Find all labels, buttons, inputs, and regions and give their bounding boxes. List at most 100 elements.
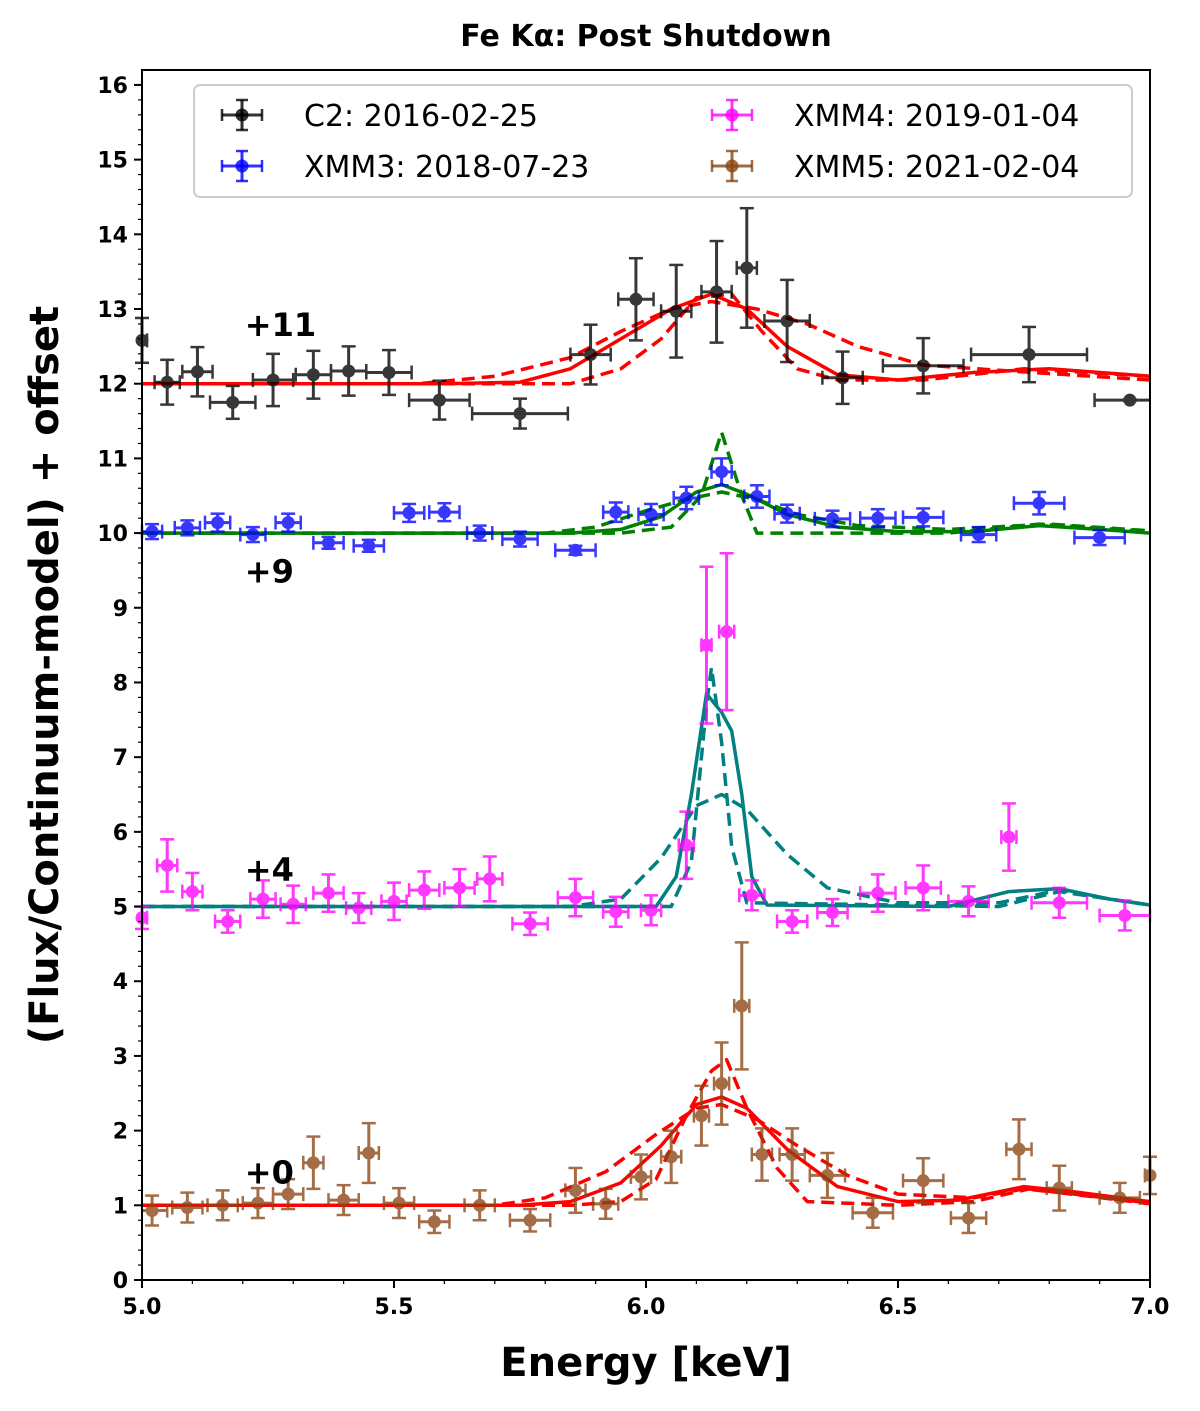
data-point-xmm4-2019-01-04 (1030, 886, 1089, 919)
marker (644, 507, 658, 521)
data-point-xmm3-2018-07-23 (173, 519, 202, 537)
marker (417, 883, 431, 897)
offset-label: +11 (245, 306, 316, 344)
data-point-xmm3-2018-07-23 (140, 522, 164, 541)
marker (160, 858, 174, 872)
fit-solid-xmm5-2021-02-04 (142, 1095, 1151, 1208)
data-point-c2-2016-02-25 (659, 263, 693, 359)
data-point-c2-2016-02-25 (700, 239, 733, 344)
marker (180, 1201, 194, 1215)
fit-solid-xmm3-2018-07-23 (142, 482, 1151, 535)
legend-entry-xmm4-2019-01-04: XMM4: 2019-01-04 (710, 98, 1079, 134)
data-point-xmm4-2019-01-04 (249, 879, 277, 919)
data-point-xmm3-2018-07-23 (672, 485, 701, 511)
model-fits (142, 292, 1151, 1208)
data-point-xmm3-2018-07-23 (710, 457, 733, 487)
data-point-xmm4-2019-01-04 (181, 871, 204, 912)
marker (453, 881, 467, 895)
data-point-xmm3-2018-07-23 (392, 502, 426, 524)
marker (750, 489, 764, 503)
marker (916, 1174, 930, 1188)
marker (362, 1146, 376, 1160)
data-point-xmm4-2019-01-04 (511, 911, 549, 937)
data-point-xmm4-2019-01-04 (344, 891, 373, 925)
data-point-xmm5-2021-02-04 (629, 1153, 653, 1201)
x-tick-label: 7.0 (1131, 1295, 1170, 1320)
marker (1052, 1181, 1066, 1195)
marker (402, 506, 416, 520)
data-point-xmm3-2018-07-23 (203, 512, 232, 533)
fit-dashed-xmm4-2019-01-04 (142, 665, 1151, 909)
marker (256, 892, 270, 906)
data-point-c2-2016-02-25 (407, 379, 471, 421)
data-point-c2-2016-02-25 (251, 352, 295, 408)
data-point-xmm4-2019-01-04 (312, 873, 345, 914)
marker (281, 516, 295, 530)
x-tick-label: 5.5 (375, 1295, 414, 1320)
marker (513, 532, 527, 546)
marker (523, 1213, 537, 1227)
data-point-xmm4-2019-01-04 (904, 864, 943, 912)
marker (211, 516, 225, 530)
y-tick-label: 11 (97, 447, 128, 472)
data-point-xmm4-2019-01-04 (677, 810, 696, 881)
marker (735, 999, 749, 1013)
marker (871, 511, 885, 525)
marker (780, 507, 794, 521)
series-xmm3-2018-07-23 (140, 457, 1127, 558)
marker (629, 292, 643, 306)
legend-label: C2: 2016-02-25 (304, 99, 538, 134)
data-point-xmm4-2019-01-04 (1000, 802, 1018, 872)
marker (306, 368, 320, 382)
data-point-xmm5-2021-02-04 (1098, 1181, 1142, 1215)
y-tick-label: 3 (113, 1045, 128, 1070)
marker (715, 465, 729, 479)
fit-dashed-xmm3-2018-07-23 (142, 490, 1151, 535)
data-point-c2-2016-02-25 (294, 349, 333, 400)
marker (710, 285, 724, 299)
legend-entry-xmm3-2018-07-23: XMM3: 2018-07-23 (220, 149, 589, 185)
data-point-xmm3-2018-07-23 (312, 535, 345, 551)
data-point-xmm5-2021-02-04 (712, 1041, 731, 1126)
marker (916, 881, 930, 895)
data-point-xmm5-2021-02-04 (327, 1183, 360, 1217)
data-point-xmm5-2021-02-04 (564, 1166, 587, 1215)
offset-label: +9 (245, 552, 294, 590)
fit-dashed-xmm4-2019-01-04 (142, 792, 1151, 909)
fit-dashed-xmm5-2021-02-04 (142, 1057, 1151, 1208)
data-point-c2-2016-02-25 (208, 384, 257, 421)
marker (160, 375, 174, 389)
marker (382, 366, 396, 379)
marker (427, 1215, 441, 1229)
marker (1032, 496, 1046, 510)
data-point-xmm5-2021-02-04 (142, 1194, 169, 1227)
data-point-xmm4-2019-01-04 (816, 897, 849, 928)
marker (306, 1156, 320, 1170)
data-point-xmm3-2018-07-23 (813, 509, 852, 529)
data-point-c2-2016-02-25 (763, 278, 812, 364)
y-tick-label: 5 (113, 896, 128, 921)
marker (694, 1109, 708, 1123)
marker (1113, 1191, 1127, 1205)
y-tick-label: 8 (113, 671, 128, 696)
data-point-c2-2016-02-25 (881, 336, 965, 395)
marker (679, 491, 693, 505)
series-c2-2016-02-25 (135, 206, 1150, 430)
data-point-xmm4-2019-01-04 (717, 552, 736, 712)
data-point-xmm4-2019-01-04 (556, 877, 595, 918)
marker (286, 897, 300, 911)
marker (266, 373, 280, 387)
marker (609, 905, 623, 919)
data-point-xmm5-2021-02-04 (417, 1209, 451, 1235)
marker (387, 894, 401, 908)
data-point-xmm5-2021-02-04 (591, 1187, 620, 1221)
data-point-xmm5-2021-02-04 (692, 1084, 711, 1147)
marker (483, 872, 497, 886)
data-point-c2-2016-02-25 (735, 206, 759, 329)
data-point-xmm3-2018-07-23 (428, 501, 461, 523)
marker (755, 1148, 769, 1162)
marker (432, 393, 446, 407)
data-point-xmm5-2021-02-04 (732, 941, 751, 1071)
data-point-xmm5-2021-02-04 (271, 1177, 305, 1211)
